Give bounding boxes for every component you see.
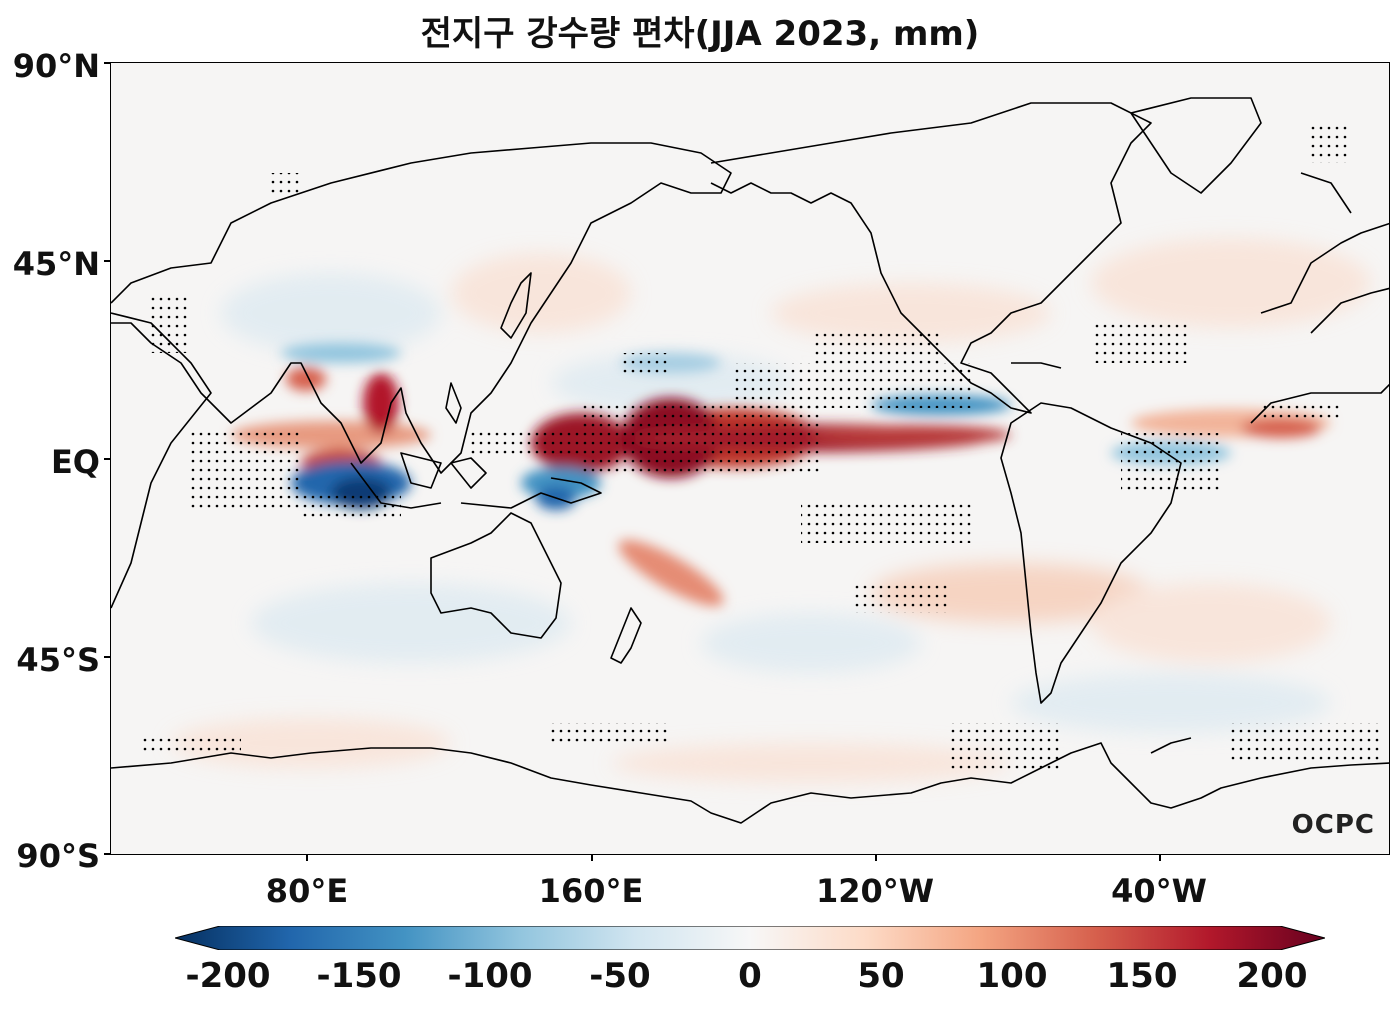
coastlines bbox=[111, 97, 1389, 824]
colorbar-tick-label: 100 bbox=[976, 956, 1048, 996]
significance-stippling bbox=[141, 123, 1381, 773]
colorbar-tick-label: 150 bbox=[1106, 956, 1178, 996]
map-canvas bbox=[111, 63, 1389, 854]
lat-tick bbox=[104, 458, 110, 460]
lat-tick bbox=[104, 656, 110, 658]
colorbar-tick-label: 200 bbox=[1236, 956, 1308, 996]
lat-tick bbox=[104, 853, 110, 855]
lon-label-40w: 40°W bbox=[1111, 872, 1207, 910]
lat-tick bbox=[104, 62, 110, 64]
colorbar-tick-label: -200 bbox=[185, 956, 271, 996]
colorbar bbox=[175, 926, 1325, 950]
lat-label-90s: 90°S bbox=[16, 837, 100, 875]
lon-tick bbox=[875, 855, 877, 861]
precipitation-anomaly-map: OCPC bbox=[110, 62, 1390, 855]
lat-label-90n: 90°N bbox=[12, 47, 100, 85]
lon-label-80e: 80°E bbox=[265, 872, 349, 910]
colorbar-tick-label: 50 bbox=[857, 956, 905, 996]
lon-tick bbox=[1159, 855, 1161, 861]
lon-label-160e: 160°E bbox=[538, 872, 644, 910]
colorbar-tick-label: -100 bbox=[447, 956, 533, 996]
lon-label-120w: 120°W bbox=[815, 872, 935, 910]
map-title: 전지구 강수량 편차(JJA 2023, mm) bbox=[420, 14, 980, 54]
lat-label-45s: 45°S bbox=[16, 641, 100, 679]
lon-tick bbox=[306, 855, 308, 861]
lat-label-eq: EQ bbox=[50, 443, 100, 481]
ocpc-watermark: OCPC bbox=[1291, 810, 1375, 840]
colorbar-tick-label: -50 bbox=[589, 956, 651, 996]
lat-label-45n: 45°N bbox=[12, 245, 100, 283]
colorbar-tick-label: -150 bbox=[316, 956, 402, 996]
colorbar-tick-label: 0 bbox=[738, 956, 762, 996]
lat-tick bbox=[104, 260, 110, 262]
lon-tick bbox=[591, 855, 593, 861]
